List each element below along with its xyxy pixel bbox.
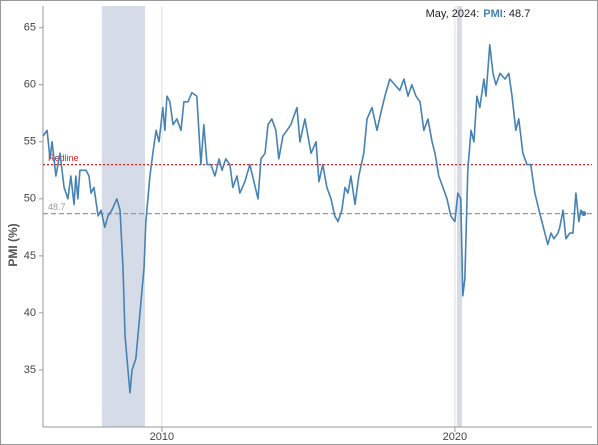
pmi-line bbox=[42, 43, 585, 394]
y-tick-label: 35 bbox=[24, 364, 36, 376]
y-tick-label: 65 bbox=[24, 22, 36, 34]
annotation-date: May, 2024: bbox=[426, 8, 480, 20]
annotation: May, 2024: PMI: 48.7 bbox=[426, 8, 531, 20]
last-point bbox=[581, 211, 587, 217]
y-tick-label: 45 bbox=[24, 250, 36, 262]
y-tick-label: 60 bbox=[24, 79, 36, 91]
x-tick-label: 2010 bbox=[150, 431, 174, 443]
y-axis-label: PMI (%) bbox=[6, 223, 20, 266]
reference-label: 48.7 bbox=[48, 202, 66, 212]
y-tick-label: 55 bbox=[24, 136, 36, 148]
x-tick-label: 2020 bbox=[443, 431, 467, 443]
recession-band bbox=[101, 6, 145, 427]
y-tick-label: 50 bbox=[24, 193, 36, 205]
recession-band bbox=[456, 6, 462, 427]
reference-label: Redline bbox=[48, 153, 79, 163]
annotation-value: : 48.7 bbox=[503, 8, 531, 20]
y-tick-label: 40 bbox=[24, 307, 36, 319]
annotation-series: PMI bbox=[483, 8, 503, 20]
